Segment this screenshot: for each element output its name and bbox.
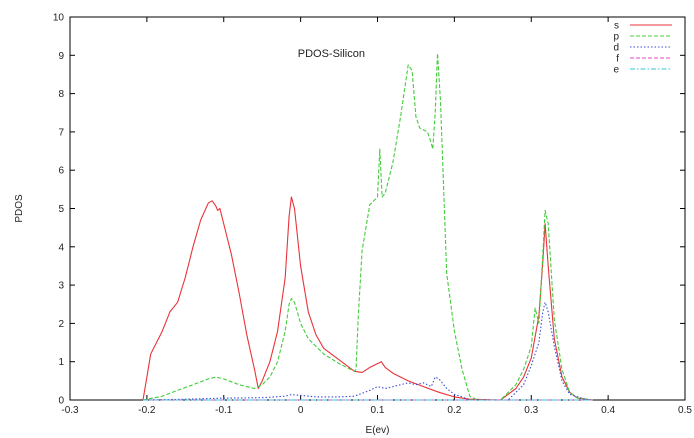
legend-label-e: e xyxy=(613,65,619,76)
x-tick-label: -0.1 xyxy=(215,405,233,416)
x-tick-label: 0.4 xyxy=(601,405,615,416)
x-tick-label: -0.3 xyxy=(61,405,79,416)
y-tick-label: 10 xyxy=(53,13,65,24)
series-layer xyxy=(142,52,593,401)
x-tick-label: 0.3 xyxy=(524,405,538,416)
y-tick-label: 2 xyxy=(58,319,64,330)
y-tick-label: 7 xyxy=(58,127,64,138)
series-line-d xyxy=(142,301,593,401)
y-tick-label: 9 xyxy=(58,51,64,62)
legend-label-p: p xyxy=(613,32,619,43)
x-axis-label: E(ev) xyxy=(366,425,390,436)
y-tick-label: 0 xyxy=(58,396,64,407)
y-tick-label: 1 xyxy=(58,357,64,368)
y-tick-label: 5 xyxy=(58,204,64,215)
series-line-p xyxy=(142,52,593,401)
legend-label-s: s xyxy=(614,21,619,32)
y-tick-label: 8 xyxy=(58,89,64,100)
x-axis: -0.3 -0.2 -0.1 0 0.1 0.2 0.3 0.4 0.5 xyxy=(61,17,692,416)
y-tick-label: 6 xyxy=(58,166,64,177)
y-tick-label: 3 xyxy=(58,281,64,292)
x-tick-label: -0.2 xyxy=(138,405,156,416)
plot-frame xyxy=(69,16,686,401)
chart-title: PDOS-Silicon xyxy=(298,48,365,60)
series-line-s xyxy=(142,196,593,401)
x-tick-label: 0 xyxy=(298,405,304,416)
legend-label-d: d xyxy=(613,43,619,54)
y-axis-label: PDOS xyxy=(14,194,25,223)
x-tick-label: 0.1 xyxy=(371,405,385,416)
y-axis: 0 1 2 3 4 5 6 7 8 9 10 xyxy=(53,13,685,407)
x-tick-label: 0.5 xyxy=(678,405,692,416)
plot-area xyxy=(69,16,686,401)
x-tick-label: 0.2 xyxy=(447,405,461,416)
legend-label-f: f xyxy=(616,54,619,65)
y-tick-label: 4 xyxy=(58,242,64,253)
